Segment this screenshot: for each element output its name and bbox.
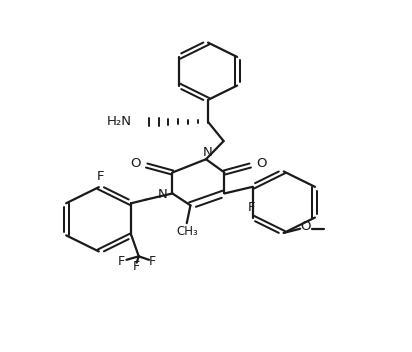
Text: F: F: [118, 255, 125, 268]
Text: F: F: [97, 170, 105, 183]
Text: O: O: [300, 220, 310, 233]
Text: F: F: [248, 201, 255, 214]
Text: H₂N: H₂N: [107, 115, 131, 128]
Text: CH₃: CH₃: [176, 225, 198, 238]
Text: F: F: [133, 259, 140, 272]
Text: F: F: [148, 255, 155, 268]
Text: N: N: [158, 188, 168, 201]
Text: O: O: [130, 157, 140, 170]
Text: O: O: [256, 157, 267, 170]
Text: N: N: [202, 146, 212, 159]
